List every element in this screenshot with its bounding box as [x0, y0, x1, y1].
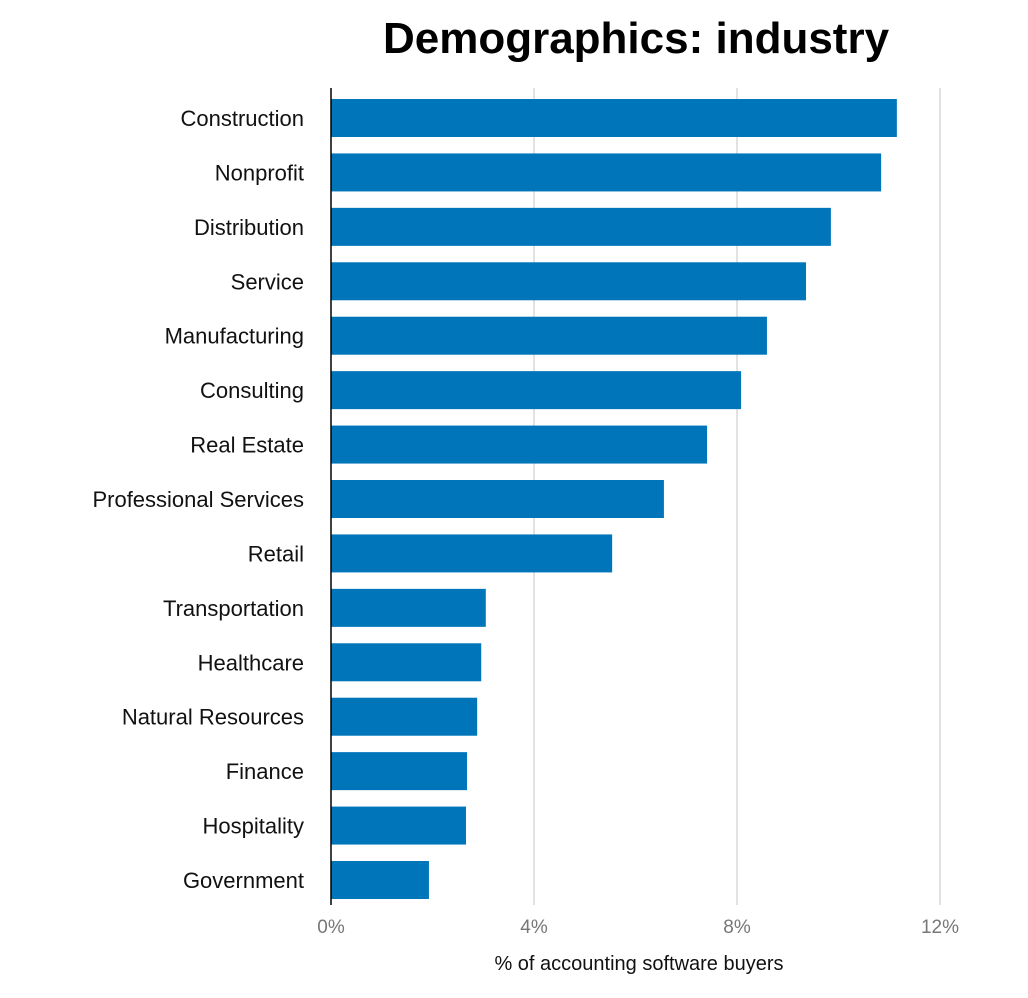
- category-label: Construction: [180, 106, 304, 131]
- bar: [331, 806, 466, 845]
- x-tick-label: 8%: [723, 917, 751, 938]
- bar: [331, 480, 664, 518]
- x-tick-label: 0%: [317, 917, 345, 938]
- category-label: Manufacturing: [165, 324, 304, 349]
- bar: [331, 99, 897, 137]
- bar: [331, 534, 613, 573]
- category-label: Hospitality: [203, 814, 304, 839]
- bar: [331, 262, 807, 301]
- x-tick-label: 4%: [520, 917, 548, 938]
- bar: [331, 643, 482, 682]
- category-label: Healthcare: [198, 650, 304, 675]
- bar: [331, 425, 708, 464]
- category-label: Finance: [226, 759, 304, 784]
- bar: [331, 371, 742, 410]
- bar: [331, 316, 767, 355]
- category-label: Nonprofit: [215, 160, 304, 185]
- x-axis-label: % of accounting software buyers: [494, 953, 783, 975]
- bar: [331, 588, 486, 627]
- chart-title: Demographics: industry: [382, 14, 890, 63]
- bar: [331, 697, 478, 736]
- category-label: Distribution: [194, 215, 304, 240]
- category-label: Service: [231, 269, 304, 294]
- category-label: Consulting: [200, 378, 304, 403]
- bar: [331, 861, 429, 899]
- bar: [331, 752, 468, 791]
- category-label: Natural Resources: [122, 705, 304, 730]
- bar: [331, 153, 882, 192]
- category-label: Government: [183, 868, 304, 893]
- category-label: Professional Services: [92, 487, 304, 512]
- bar: [331, 207, 831, 246]
- x-tick-label: 12%: [921, 917, 959, 938]
- category-label: Retail: [248, 541, 304, 566]
- category-label: Real Estate: [190, 433, 304, 458]
- category-label: Transportation: [163, 596, 304, 621]
